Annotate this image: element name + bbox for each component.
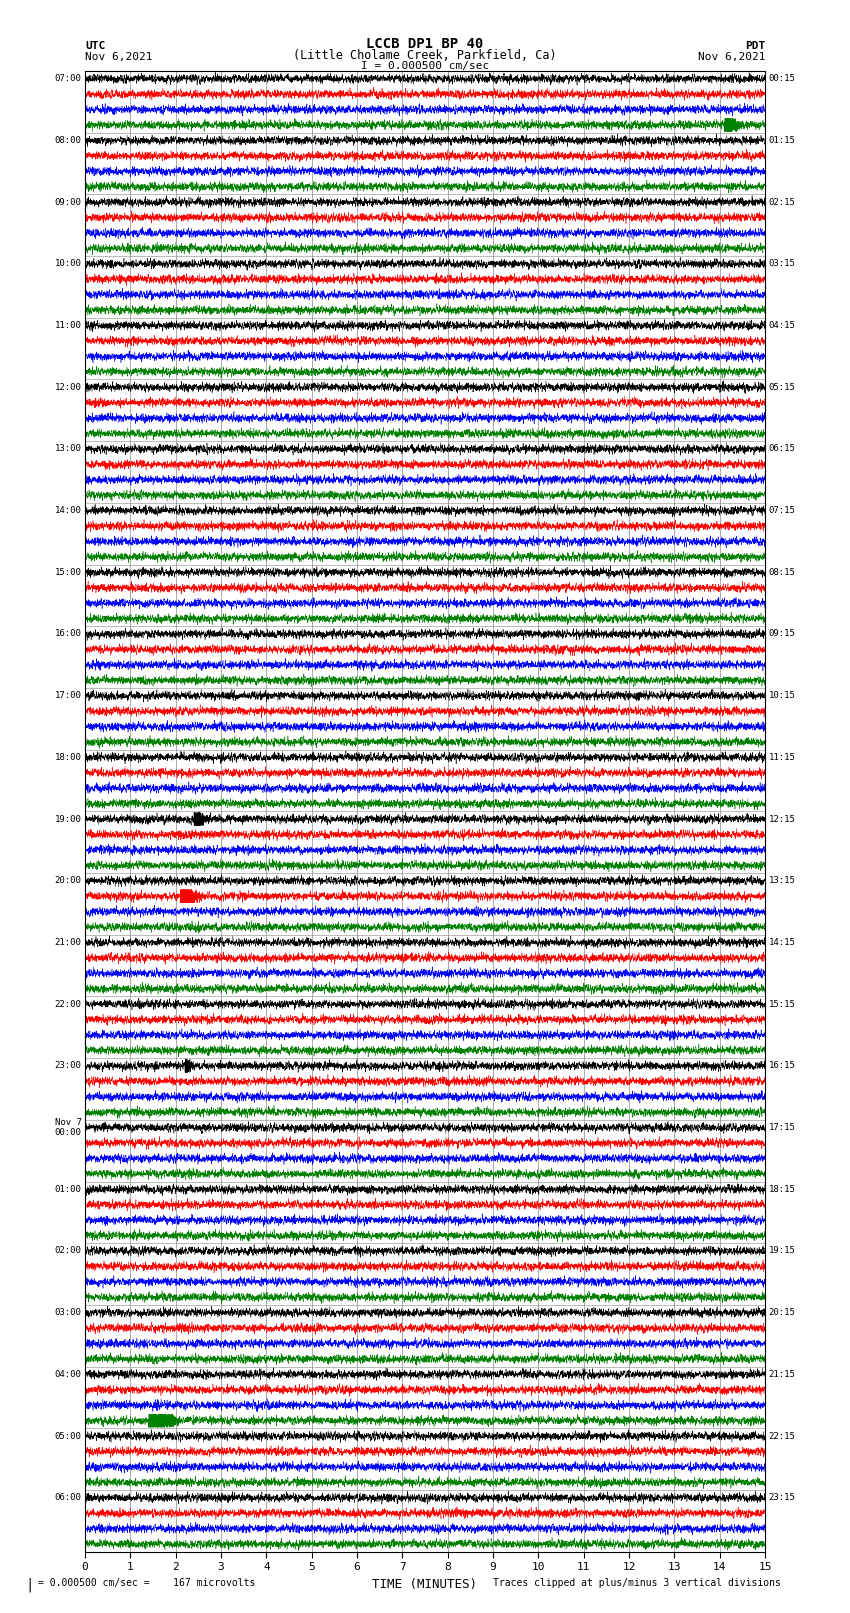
Text: 13:00: 13:00 [54,444,82,453]
Text: Nov 6,2021: Nov 6,2021 [85,52,152,63]
Text: 23:15: 23:15 [768,1494,796,1502]
Text: 19:15: 19:15 [768,1247,796,1255]
Text: 06:15: 06:15 [768,444,796,453]
Text: 16:00: 16:00 [54,629,82,639]
Text: I = 0.000500 cm/sec: I = 0.000500 cm/sec [361,61,489,71]
Text: 04:00: 04:00 [54,1369,82,1379]
Text: 19:00: 19:00 [54,815,82,824]
Text: 14:15: 14:15 [768,937,796,947]
Text: 22:15: 22:15 [768,1431,796,1440]
Text: 14:00: 14:00 [54,506,82,515]
Text: 20:00: 20:00 [54,876,82,886]
Text: 11:15: 11:15 [768,753,796,761]
Text: 21:00: 21:00 [54,937,82,947]
Text: 01:15: 01:15 [768,135,796,145]
Text: 18:15: 18:15 [768,1184,796,1194]
Text: (Little Cholame Creek, Parkfield, Ca): (Little Cholame Creek, Parkfield, Ca) [293,48,557,63]
Text: 08:00: 08:00 [54,135,82,145]
Text: 13:15: 13:15 [768,876,796,886]
Text: 03:00: 03:00 [54,1308,82,1318]
Text: 07:15: 07:15 [768,506,796,515]
Text: 05:00: 05:00 [54,1431,82,1440]
Text: Nov 7
00:00: Nov 7 00:00 [54,1118,82,1137]
Text: 07:00: 07:00 [54,74,82,84]
Text: 03:15: 03:15 [768,260,796,268]
Text: 10:15: 10:15 [768,690,796,700]
Text: = 0.000500 cm/sec =    167 microvolts: = 0.000500 cm/sec = 167 microvolts [38,1578,256,1587]
Text: 06:00: 06:00 [54,1494,82,1502]
Text: 21:15: 21:15 [768,1369,796,1379]
Text: 15:15: 15:15 [768,1000,796,1008]
Text: 15:00: 15:00 [54,568,82,577]
Text: LCCB DP1 BP 40: LCCB DP1 BP 40 [366,37,484,50]
Text: 17:15: 17:15 [768,1123,796,1132]
Text: Nov 6,2021: Nov 6,2021 [698,52,765,63]
Text: 16:15: 16:15 [768,1061,796,1071]
Text: 23:00: 23:00 [54,1061,82,1071]
Text: 22:00: 22:00 [54,1000,82,1008]
Text: 08:15: 08:15 [768,568,796,577]
Text: 02:15: 02:15 [768,197,796,206]
Text: |: | [26,1578,34,1592]
Text: 11:00: 11:00 [54,321,82,331]
Text: Traces clipped at plus/minus 3 vertical divisions: Traces clipped at plus/minus 3 vertical … [493,1578,781,1587]
Text: 17:00: 17:00 [54,690,82,700]
Text: 18:00: 18:00 [54,753,82,761]
Text: 04:15: 04:15 [768,321,796,331]
Text: 09:00: 09:00 [54,197,82,206]
Text: 10:00: 10:00 [54,260,82,268]
Text: 09:15: 09:15 [768,629,796,639]
Text: 12:15: 12:15 [768,815,796,824]
X-axis label: TIME (MINUTES): TIME (MINUTES) [372,1578,478,1590]
Text: 20:15: 20:15 [768,1308,796,1318]
Text: 12:00: 12:00 [54,382,82,392]
Text: 01:00: 01:00 [54,1184,82,1194]
Text: UTC: UTC [85,40,105,50]
Text: PDT: PDT [745,40,765,50]
Text: 00:15: 00:15 [768,74,796,84]
Text: 02:00: 02:00 [54,1247,82,1255]
Text: 05:15: 05:15 [768,382,796,392]
